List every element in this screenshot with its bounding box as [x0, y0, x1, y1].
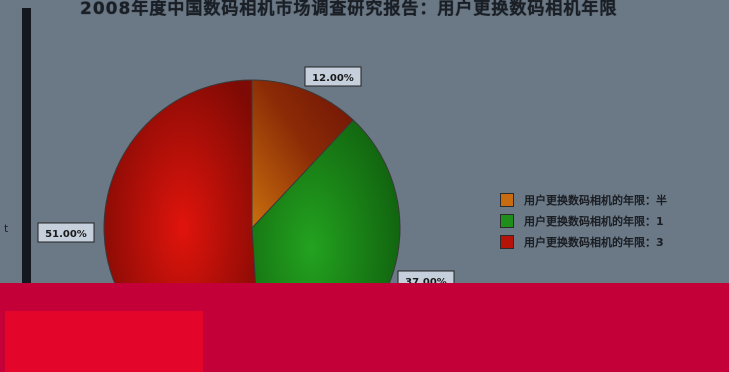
left-tick-label: t: [4, 222, 9, 235]
pie-slice-1: [251, 79, 355, 230]
bottom-overlay-block: [5, 311, 203, 372]
pie-data-label-1: 12.00%: [304, 66, 362, 87]
legend-label-2: 用户更换数码相机的年限：1: [524, 215, 664, 228]
legend-swatch-3: [500, 235, 514, 249]
legend-item-3: 用户更换数码相机的年限：3: [500, 232, 729, 252]
pie-data-label-text-2: 37.00%: [405, 277, 447, 288]
pie-data-label-3: 51.00%: [37, 222, 95, 243]
legend-item-1: 用户更换数码相机的年限：半: [500, 190, 729, 210]
chart-title: 2008年度中国数码相机市场调查研究报告：用户更换数码相机年限: [80, 0, 618, 16]
legend-swatch-2: [500, 214, 514, 228]
pie-data-label-text-3: 51.00%: [45, 229, 87, 240]
legend-item-2: 用户更换数码相机的年限：1: [500, 211, 729, 231]
legend-swatch-1: [500, 193, 514, 207]
legend-label-3: 用户更换数码相机的年限：3: [524, 236, 664, 249]
legend: 用户更换数码相机的年限：半 用户更换数码相机的年限：1 用户更换数码相机的年限：3: [500, 190, 729, 253]
pie-data-label-text-1: 12.00%: [312, 73, 354, 84]
legend-label-1: 用户更换数码相机的年限：半: [524, 194, 667, 207]
left-axis-bar: [22, 8, 31, 308]
